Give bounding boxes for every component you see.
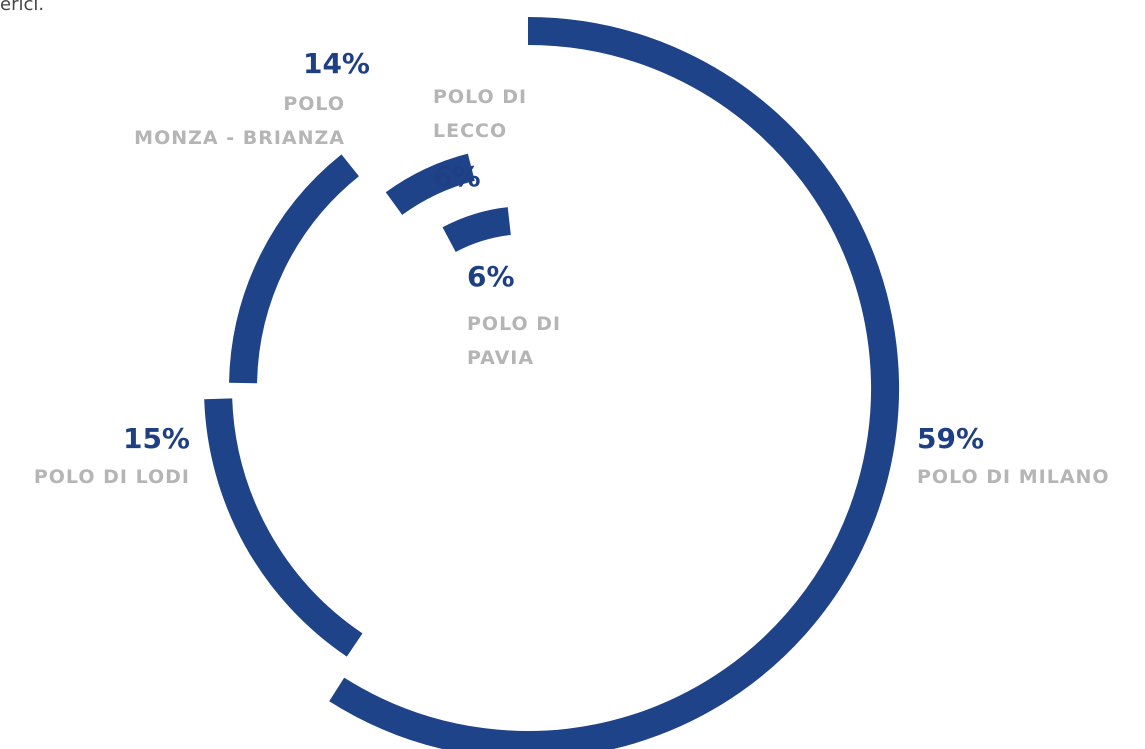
value-label: 15% (122, 422, 190, 455)
value-label: 6% (433, 160, 481, 193)
category-label: POLO MONZA - BRIANZA (134, 93, 345, 149)
value-label: 6% (467, 260, 515, 293)
category-label: POLO DI LECCO (433, 86, 528, 142)
intro-text: erici. (0, 0, 45, 15)
arc-segment (442, 207, 512, 253)
category-label: POLO DI LODI (33, 466, 190, 488)
arc-segment (329, 17, 899, 749)
value-label: 59% (917, 422, 985, 455)
arc-segment (204, 398, 363, 657)
value-label: 14% (302, 47, 370, 80)
arc-segment (385, 153, 476, 216)
arc-segment (229, 154, 360, 384)
category-label: POLO DI PAVIA (467, 313, 562, 369)
category-label: POLO DI MILANO (917, 466, 1110, 488)
